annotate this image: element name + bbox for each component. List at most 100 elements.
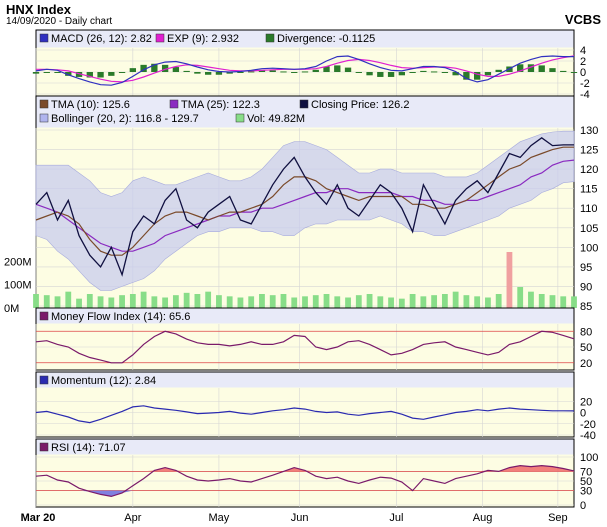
divergence-bar [355,72,362,73]
y-tick-label: 20 [580,396,592,408]
legend-label: Bollinger (20, 2): 116.8 - 129.7 [51,113,199,125]
legend-label: TMA (10): 125.6 [51,99,130,111]
volume-bar [377,296,384,308]
volume-bar [549,295,556,308]
divergence-bar [312,69,319,72]
volume-bar [441,294,448,308]
legend-label: MACD (26, 12): 2.82 [51,33,152,45]
divergence-bar [430,71,438,73]
y-tick-label: -40 [580,430,596,442]
divergence-bar [473,72,481,80]
mfi-legend-strip [36,308,574,324]
volume-bar [334,296,341,308]
rsi-overbought-fill [36,465,574,472]
legend-swatch [39,311,49,321]
volume-bar [528,291,534,308]
chart-title: HNX Index [6,2,72,17]
divergence-bar [183,70,190,72]
volume-tick-label: 200M [4,256,32,268]
volume-bar [571,296,577,308]
y-tick-label: 80 [580,326,592,338]
y-tick-label: 95 [580,262,592,274]
rsi-line [35,464,575,498]
momentum-line [35,405,575,424]
divergence-bar [129,68,137,72]
volume-tick-label: 0M [4,303,19,315]
volume-bar [119,295,125,308]
divergence-bar [32,72,40,74]
volume-bar [76,298,82,308]
volume-bar [398,298,405,308]
divergence-bar [387,72,395,77]
divergence-bar [215,72,223,75]
volume-bar [409,294,416,308]
volume-bar [129,294,136,308]
volume-bar [259,294,265,308]
divergence-bar [560,70,567,72]
volume-bar [485,297,491,308]
divergence-bar [549,68,556,72]
y-tick-label: 0 [580,408,586,420]
y-tick-label: -20 [580,419,596,431]
x-axis-label: Sep [548,512,568,524]
volume-bar [226,296,233,308]
y-tick-label: 85 [580,301,592,313]
divergence-bar [108,72,115,76]
volume-bar [237,297,244,308]
y-tick-label: 125 [580,145,598,157]
volume-bar [216,295,222,308]
divergence-bar [301,71,309,73]
y-tick-label: 0 [580,67,586,79]
y-tick-label: 70 [580,466,592,478]
divergence-bar [97,72,104,78]
y-tick-label: 50 [580,476,592,488]
divergence-bar [172,67,180,72]
legend-swatch [155,33,165,43]
volume-bar [33,294,39,308]
divergence-bar [65,72,72,76]
legend-label: Closing Price: 126.2 [311,99,409,111]
x-axis-label: Jun [291,512,309,524]
mfi-line [35,330,575,364]
y-tick-label: 50 [580,342,592,354]
divergence-bar [269,70,276,72]
volume-bar [162,297,169,308]
legend-label: EXP (9): 2.932 [167,33,239,45]
volume-bar [172,295,179,308]
legend-label: Momentum (12): 2.84 [51,375,156,387]
volume-bar [463,295,470,308]
tma25-line [35,159,575,252]
divergence-bar [334,65,341,72]
divergence-bar [420,70,427,72]
volume-bar [474,296,481,308]
divergence-bar [161,64,169,72]
divergence-bar [538,65,545,72]
volume-bar [302,296,308,308]
bollinger-band [35,130,575,291]
volume-bar [248,296,255,308]
legend-label: Money Flow Index (14): 65.6 [51,311,190,323]
y-tick-label: 30 [580,486,592,498]
volume-bar [452,291,459,308]
volume-bar [54,296,61,308]
divergence-bar [463,72,470,80]
x-axis-label: Mar 20 [21,512,56,524]
x-axis-label: Jul [389,512,403,524]
divergence-bar [517,64,524,72]
volume-bar [420,296,427,308]
volume-bar [151,296,158,308]
divergence-bar [484,72,492,76]
divergence-bar [54,72,61,73]
divergence-bar [43,72,50,73]
legend-label: Divergence: -0.1125 [277,33,375,45]
divergence-bar [237,72,244,73]
volume-bar [431,295,438,308]
x-axis-label: May [209,512,230,524]
divergence-bar [398,72,406,76]
divergence-bar [366,72,373,76]
x-axis-label: Aug [473,512,493,524]
legend-swatch [169,99,179,109]
volume-bar [560,296,567,308]
divergence-bar [248,71,255,73]
legend-label: RSI (14): 71.07 [51,442,126,454]
